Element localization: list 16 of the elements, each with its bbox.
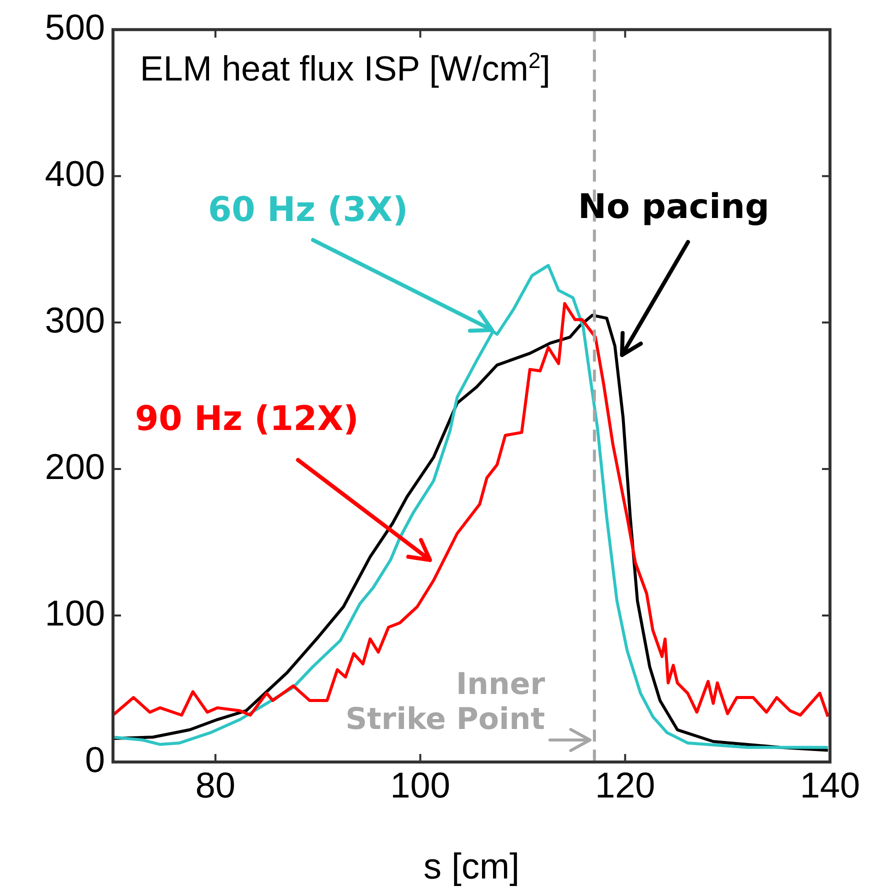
x-tick-label: 120 [595,764,656,806]
text: 60 Hz (3X) [208,190,408,230]
x-tick-label: 100 [390,764,450,806]
text: No pacing [578,187,770,227]
ref-line-label: Inner Strike Point [345,667,545,737]
y-tick-label: 200 [44,446,105,487]
y-tick-label: 400 [44,153,105,194]
y-tick-label: 100 [44,592,105,634]
y-tick-label: 500 [44,6,105,48]
y-tick-label: 300 [44,299,105,340]
x-tick-label: 80 [195,764,236,806]
x-axis-title: s [cm] [424,845,520,886]
y-tick-label: 0 [84,738,105,780]
text: ELM heat flux ISP [W/cm$^{2}$] [140,48,550,90]
text: 90 Hz (12X) [135,399,359,439]
x-tick-label: 140 [800,764,860,806]
